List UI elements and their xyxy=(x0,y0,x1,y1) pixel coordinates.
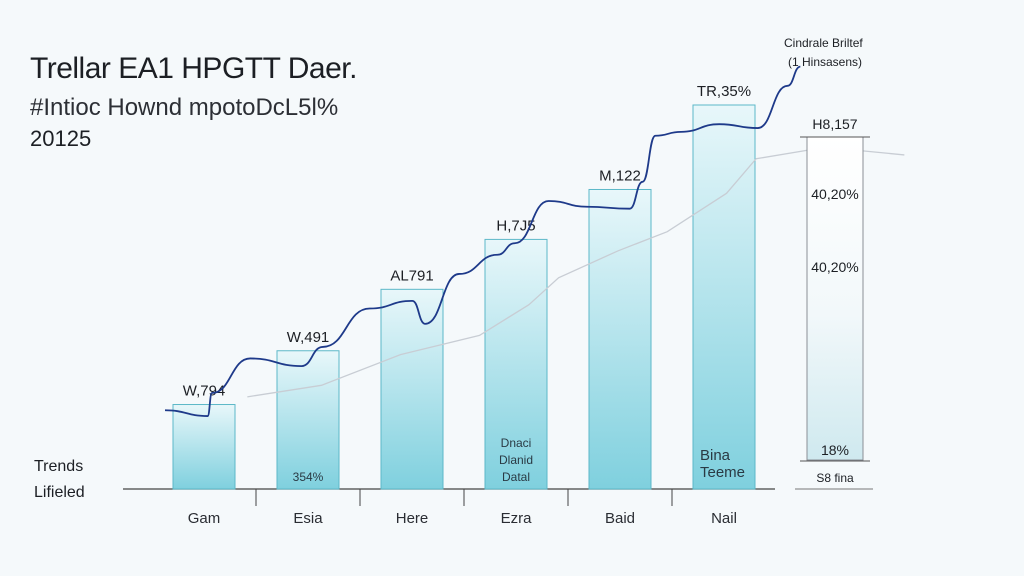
gauge-top-label: H8,157 xyxy=(812,116,857,132)
bar-esia xyxy=(276,350,340,490)
bar-nail xyxy=(692,104,756,490)
gauge-bottom-label: 18% xyxy=(821,442,849,458)
bar-value-label: W,794 xyxy=(183,383,226,400)
x-tick-label: Baid xyxy=(605,510,635,527)
x-tick-label: Ezra xyxy=(501,510,533,527)
side-label-trends: Trends xyxy=(34,458,84,475)
bar-value-label: TR,35% xyxy=(697,83,751,100)
chart-year: 20125 xyxy=(30,126,92,151)
bar-inner-label: Bina xyxy=(700,447,731,464)
side-label-lifieled: Lifieled xyxy=(34,484,85,501)
gauge-panel xyxy=(806,136,864,461)
bar-inner-label: Dnaci xyxy=(501,436,532,450)
bar-value-label: M,122 xyxy=(599,167,641,184)
bar-inner-label: Teeme xyxy=(700,464,745,481)
chart-subtitle: #Intioc Hownd mpotoDcL5l% xyxy=(30,94,339,121)
x-tick-label: Esia xyxy=(293,510,323,527)
x-tick-label: Here xyxy=(396,510,429,527)
bar-ezra xyxy=(484,238,548,490)
chart-title: Trellar EA1 HPGTT Daer. xyxy=(30,52,357,85)
bar-inner-label: 354% xyxy=(293,470,324,484)
bar-baid xyxy=(588,188,652,490)
gauge-label: 40,20% xyxy=(811,186,858,202)
trend-line xyxy=(164,65,801,417)
x-tick-label: Gam xyxy=(188,510,221,527)
bar-inner-label: Datal xyxy=(502,470,530,484)
bar-gam xyxy=(172,404,236,490)
legend-title: Cindrale Briltef xyxy=(784,36,863,50)
bar-here xyxy=(380,288,444,490)
x-tick-label: Nail xyxy=(711,510,737,527)
secondary-trend-line xyxy=(247,146,905,398)
bar-value-label: H,7J5 xyxy=(496,217,535,234)
bar-value-label: W,491 xyxy=(287,329,330,346)
gauge-label: 40,20% xyxy=(811,259,858,275)
bar-inner-label: Dlanid xyxy=(499,453,533,467)
bar-value-label: AL791 xyxy=(390,267,433,284)
legend-subtitle: (1 Hinsasens) xyxy=(788,55,863,69)
gauge-caption: S8 fina xyxy=(816,471,854,485)
